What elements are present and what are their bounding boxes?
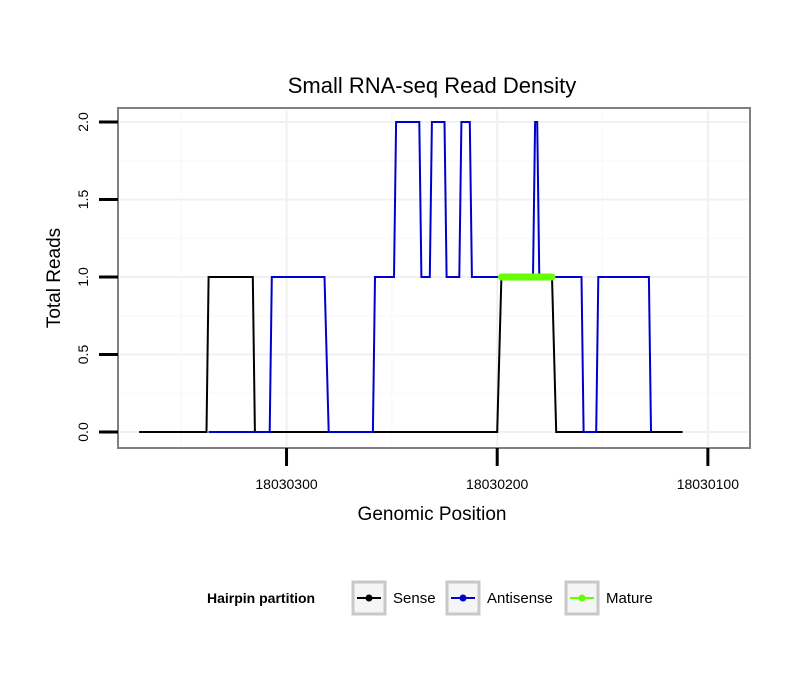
legend-point-mature <box>578 594 586 602</box>
x-axis-title: Genomic Position <box>358 504 507 525</box>
legend-label-sense: Sense <box>393 590 436 607</box>
legend: Hairpin partition Sense Antisense Mature <box>207 580 653 616</box>
series-antisense <box>208 121 652 433</box>
legend-point-sense <box>365 594 373 602</box>
y-axis-title: Total Reads <box>44 228 65 328</box>
axes: 0.0 0.5 1.0 1.5 2.0 18030300 18030200 18030100 <box>75 112 739 492</box>
y-tick-label: 1.0 <box>75 267 91 287</box>
x-tick-label: 18030200 <box>466 476 529 492</box>
y-tick-label: 2.0 <box>75 112 91 132</box>
series-sense <box>139 276 683 433</box>
legend-point-antisense <box>459 594 467 602</box>
x-tick-label: 18030100 <box>677 476 740 492</box>
y-tick-label: 0.0 <box>75 422 91 442</box>
chart-title: Small RNA-seq Read Density <box>288 73 577 98</box>
legend-label-antisense: Antisense <box>487 590 553 607</box>
legend-label-mature: Mature <box>606 590 653 607</box>
y-tick-label: 1.5 <box>75 190 91 210</box>
y-tick-label: 0.5 <box>75 345 91 365</box>
data-series <box>139 121 683 433</box>
legend-title: Hairpin partition <box>207 590 315 606</box>
x-tick-label: 18030300 <box>255 476 318 492</box>
